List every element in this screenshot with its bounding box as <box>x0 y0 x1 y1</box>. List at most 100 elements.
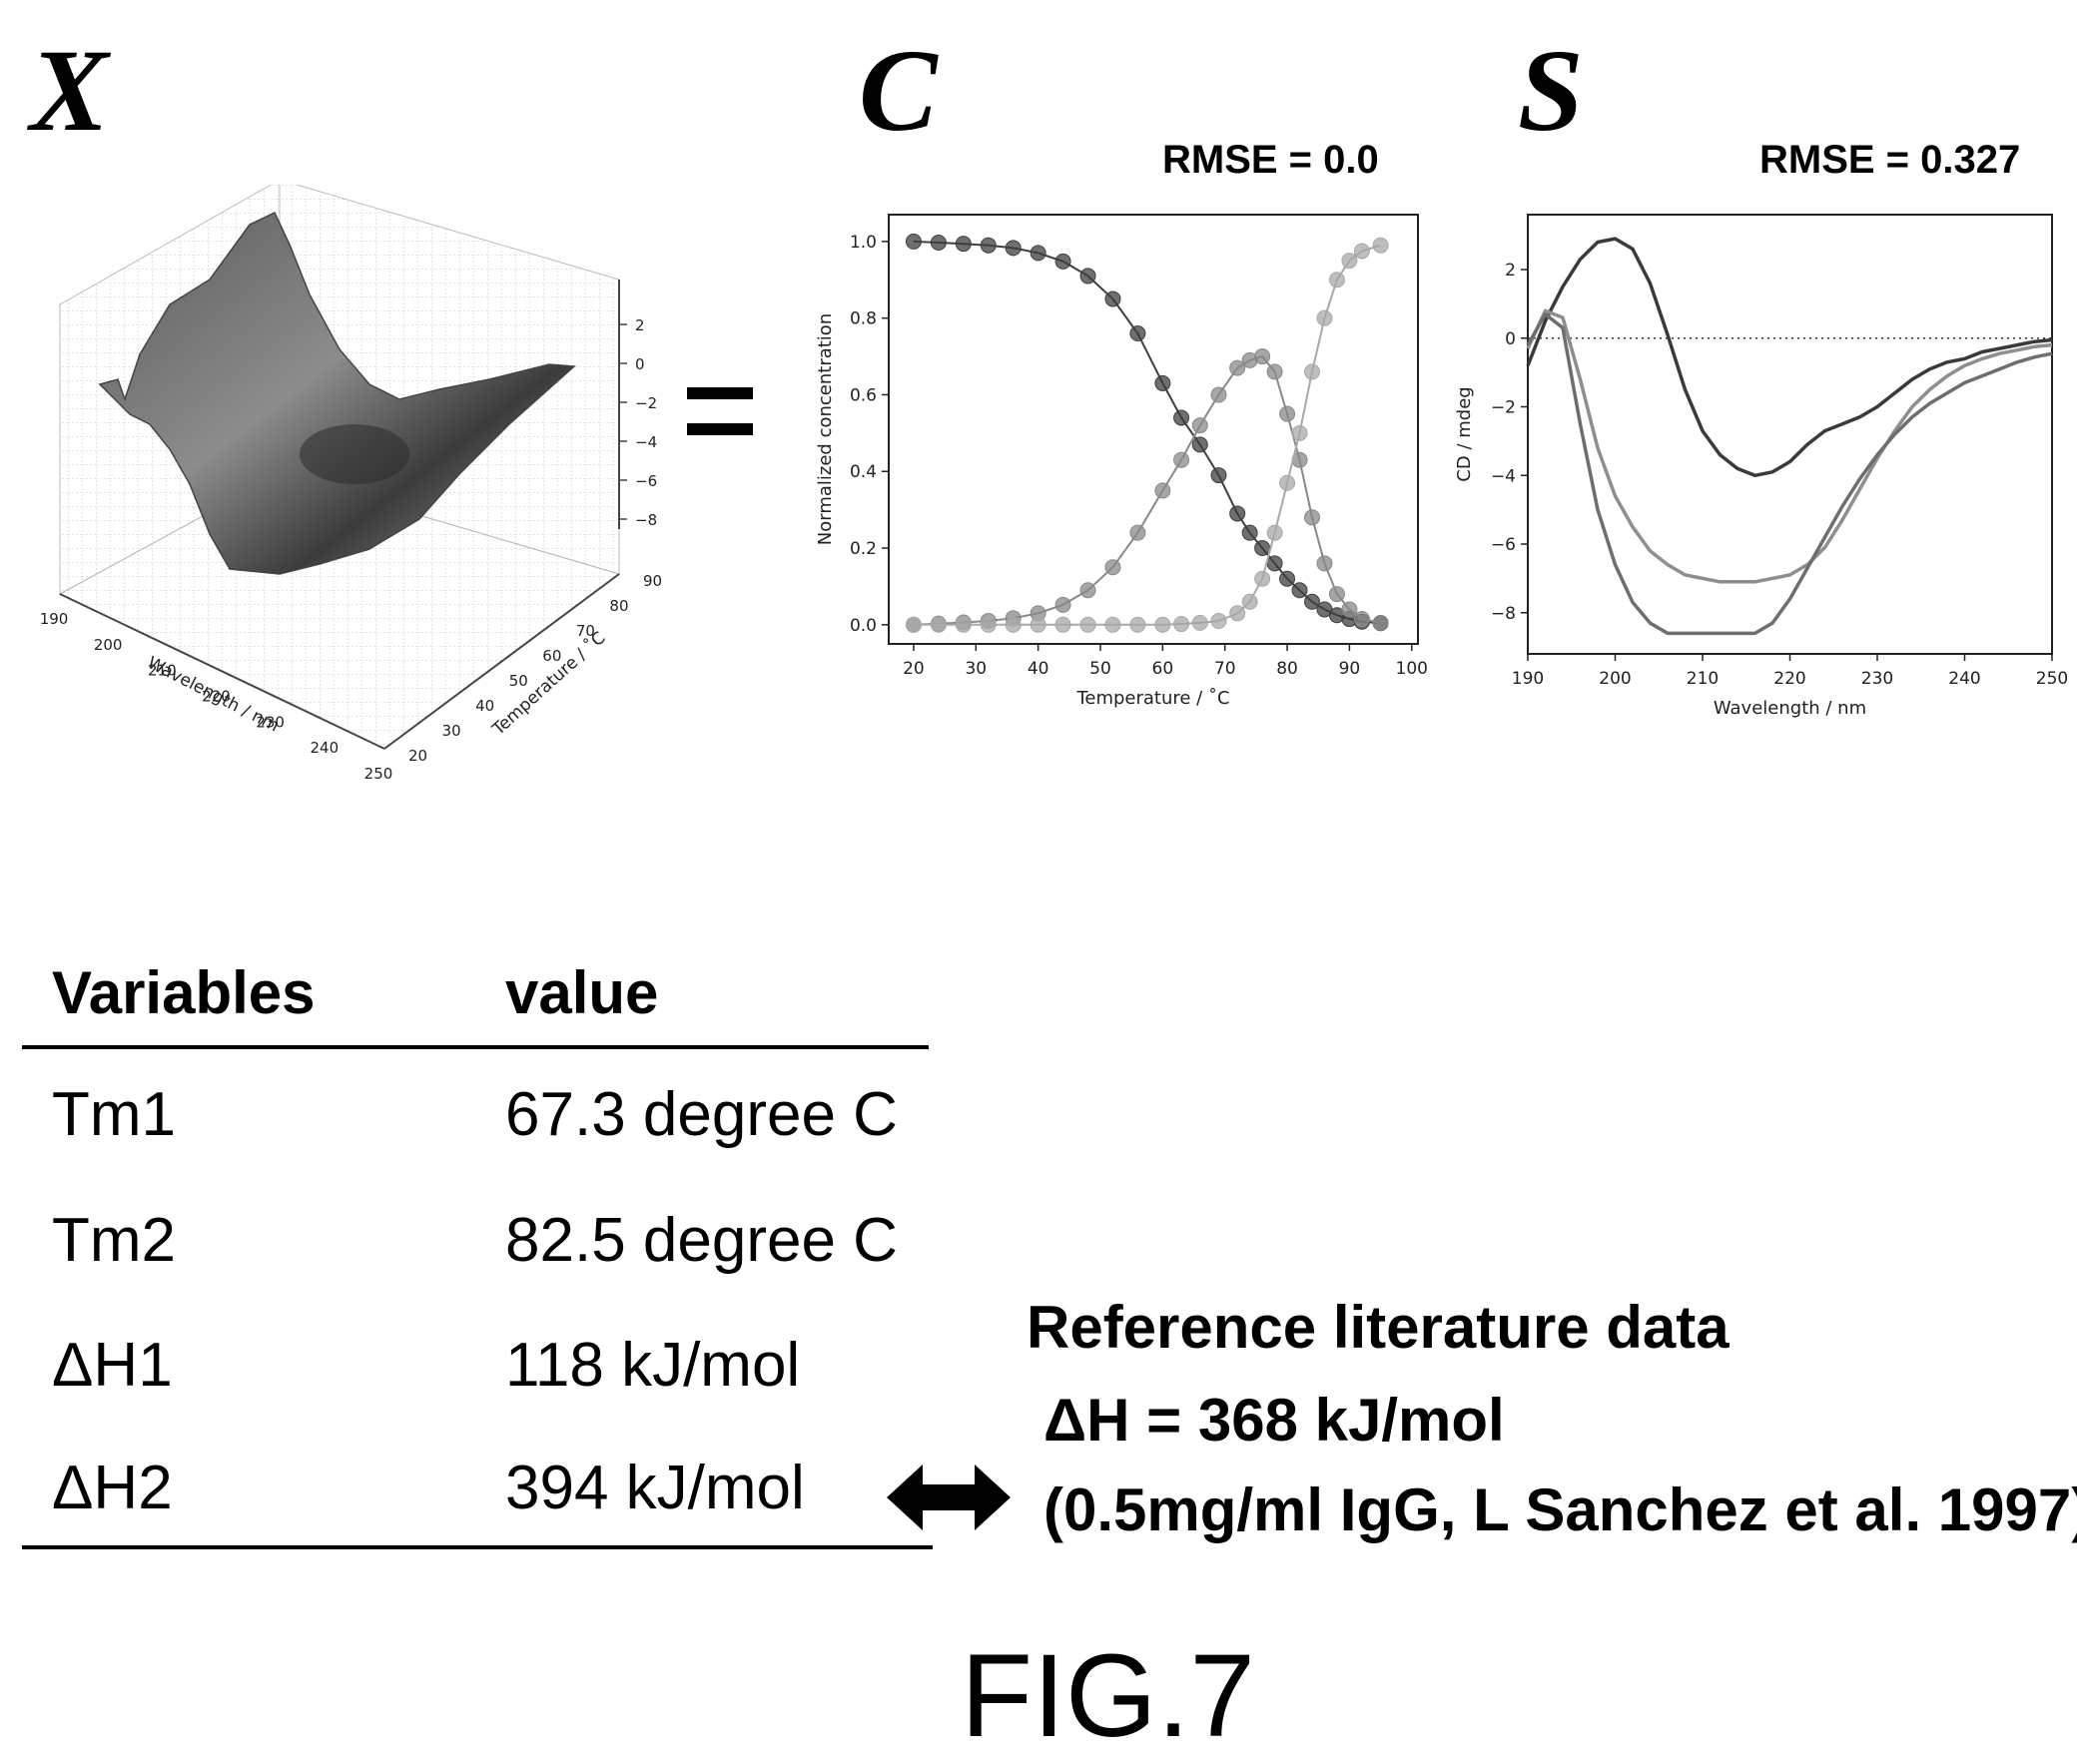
series-3-point <box>980 616 997 633</box>
series-2-point <box>1210 386 1227 403</box>
y-tick-label: 0.8 <box>850 309 877 329</box>
temperature-tick-label: 90 <box>643 572 662 590</box>
temperature-tick-label: 70 <box>576 622 595 640</box>
x-axis-label: Wavelength / nm <box>1714 698 1866 719</box>
table-cell-value: 118 kJ/mol <box>505 1331 801 1400</box>
wavelength-tick-label: 230 <box>256 713 285 731</box>
series-1-point <box>1154 374 1171 391</box>
x-tick-label: 90 <box>1339 659 1361 679</box>
rmse-c-label: RMSE = 0.0 <box>1162 138 1379 182</box>
series-1-point <box>1104 291 1121 307</box>
table-top-rule <box>22 1045 929 1049</box>
series-3-point <box>1291 424 1308 441</box>
x-tick-label: 240 <box>1948 669 1980 689</box>
series-3-point <box>1241 593 1258 610</box>
series-2-point <box>1104 559 1121 576</box>
temperature-axis-ticks: 20 30 40 50 60 70 80 90 <box>408 572 662 765</box>
rmse-s-label: RMSE = 0.327 <box>1759 138 2021 182</box>
series-1-point <box>955 236 972 253</box>
series-2-line <box>1526 308 2053 584</box>
y-tick-label: 0.0 <box>850 616 877 636</box>
x-tick-label: 100 <box>1396 659 1428 679</box>
table-bottom-rule <box>22 1545 933 1549</box>
series-1-point <box>1291 582 1308 599</box>
series-1-point <box>930 235 947 252</box>
series-3-point <box>1304 363 1320 380</box>
wavelength-tick-label: 220 <box>202 688 231 706</box>
series-3-point <box>1316 309 1333 326</box>
series-3-line <box>1526 311 2053 636</box>
series-1-point <box>905 233 922 250</box>
temperature-tick-label: 80 <box>609 597 628 615</box>
series-3-point <box>1191 614 1208 631</box>
x-axis-label: Temperature / ˚C <box>1075 688 1229 709</box>
series-1-line <box>1526 237 2053 478</box>
figure-label: FIG.7 <box>961 1630 1256 1762</box>
series-3-point <box>1266 524 1283 541</box>
series-3-point <box>1154 616 1171 633</box>
series-3-point <box>1254 570 1271 587</box>
x-tick-label: 250 <box>2036 669 2068 689</box>
x-tick-label: 20 <box>903 659 925 679</box>
x-tick-label: 40 <box>1028 659 1049 679</box>
series-2-point <box>1254 348 1271 365</box>
reference-citation: (0.5mg/ml IgG, L Sanchez et al. 1997) <box>1043 1476 2077 1543</box>
x-tick-label: 200 <box>1599 669 1631 689</box>
series-1-point <box>1229 505 1246 522</box>
series-3-point <box>1054 616 1071 633</box>
series-2-point <box>1191 417 1208 434</box>
wavelength-tick-label: 250 <box>364 765 393 783</box>
y-tick-label: 0.4 <box>850 462 877 482</box>
series-2-point <box>1328 586 1345 603</box>
series-3-point <box>1173 616 1190 633</box>
table-cell-value: 82.5 degree C <box>505 1206 898 1275</box>
concentration-chart: 20 30 40 50 60 70 80 90 100 0.0 0.2 0.4 0.6 0.8 1.0 Tem… <box>815 214 1428 709</box>
z-axis-ticks: 2 0 −2 −4 −6 −8 <box>619 316 657 529</box>
series-1-point <box>1129 325 1146 342</box>
series-2-point <box>1304 509 1320 526</box>
series-2-point <box>1229 359 1246 376</box>
series-1-point <box>980 237 997 254</box>
series-2-point <box>1353 611 1370 628</box>
wavelength-tick-label: 240 <box>311 739 340 757</box>
series-3-point <box>1079 616 1096 633</box>
y-axis-label: Normalized concentration <box>815 313 836 545</box>
wavelength-axis-ticks: 190 200 210 220 230 240 250 <box>40 610 392 783</box>
series-2-point <box>1341 601 1358 618</box>
table-cell-variable: Tm2 <box>52 1206 176 1275</box>
series-3-point <box>1279 474 1296 491</box>
y-tick-label: 0 <box>1505 329 1516 349</box>
series-1-point <box>1079 268 1096 285</box>
y-tick-label: −6 <box>1491 535 1516 555</box>
z-tick-label: −2 <box>635 394 657 412</box>
table-cell-value: 394 kJ/mol <box>505 1454 805 1522</box>
series-3-point <box>905 616 922 633</box>
series-1-point <box>1210 467 1227 484</box>
series-3-point <box>955 616 972 633</box>
x-tick-label: 60 <box>1152 659 1174 679</box>
y-tick-label: 1.0 <box>850 233 877 253</box>
series-2-point <box>1129 524 1146 541</box>
y-tick-label: 2 <box>1505 261 1516 281</box>
z-tick-label: 0 <box>635 355 645 373</box>
series-1-point <box>1304 593 1320 610</box>
z-tick-label: 2 <box>635 316 645 334</box>
series-1-point <box>1005 240 1022 257</box>
series-3-point <box>1129 616 1146 633</box>
temperature-tick-label: 50 <box>509 672 528 690</box>
series-3-point <box>1353 243 1370 260</box>
x-tick-label: 220 <box>1773 669 1805 689</box>
wavelength-tick-label: 190 <box>40 610 68 628</box>
series-1-point <box>1054 253 1071 270</box>
series-2-point <box>1316 555 1333 572</box>
x-tick-label: 50 <box>1089 659 1111 679</box>
series-2-point <box>1079 582 1096 599</box>
y-tick-label: 0.6 <box>850 385 877 405</box>
series-2-point <box>1154 482 1171 499</box>
series-2-point <box>1279 405 1296 422</box>
series-1-point <box>1173 409 1190 426</box>
y-tick-label: −2 <box>1491 398 1516 418</box>
series-1-point <box>1266 555 1283 572</box>
z-tick-label: −6 <box>635 472 657 490</box>
